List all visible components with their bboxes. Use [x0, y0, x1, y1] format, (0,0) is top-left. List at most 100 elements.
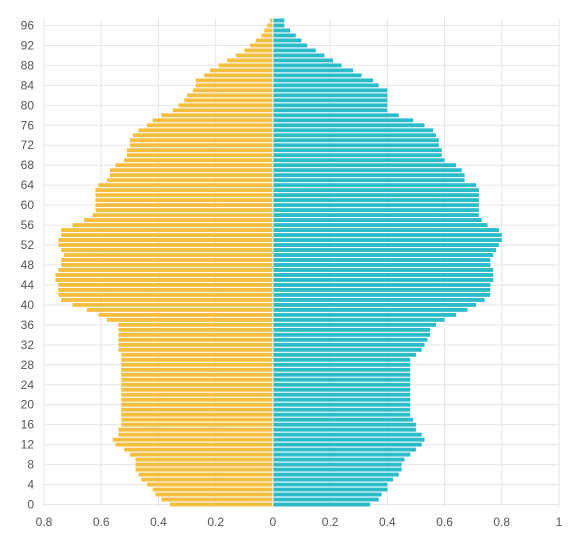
left-bar	[141, 477, 273, 482]
right-bar	[272, 158, 445, 163]
left-bar	[169, 502, 273, 507]
y-tick-label: 56	[21, 218, 35, 232]
left-bar	[178, 103, 273, 108]
left-bar	[195, 78, 273, 83]
right-bar	[272, 297, 485, 302]
left-bar	[267, 23, 273, 28]
left-bar	[61, 228, 273, 233]
right-bar	[272, 467, 402, 472]
left-bar	[270, 18, 273, 23]
right-bar	[272, 283, 491, 287]
right-bar	[272, 357, 411, 362]
right-bar	[272, 327, 431, 332]
left-bar	[138, 128, 273, 133]
right-bar	[272, 228, 499, 233]
left-bar	[118, 327, 273, 332]
left-bar	[95, 208, 273, 213]
right-bar	[272, 98, 388, 103]
right-bar	[272, 33, 296, 38]
left-bar	[121, 412, 273, 417]
y-tick-label: 92	[21, 38, 35, 52]
y-axis-tick-labels: 0481216202428323640444852566064687276808…	[21, 18, 35, 511]
x-tick-label: 0.6	[93, 515, 110, 529]
right-bar	[272, 427, 416, 432]
right-bar	[272, 492, 382, 497]
right-bar	[272, 412, 411, 417]
left-bar	[121, 377, 273, 382]
right-bar	[272, 248, 497, 252]
left-bar	[147, 482, 273, 487]
right-bar	[272, 38, 302, 43]
right-bar	[272, 93, 388, 98]
left-bar	[204, 73, 273, 78]
x-tick-label: 0.2	[322, 515, 339, 529]
left-bar	[121, 387, 273, 392]
left-bar	[61, 297, 273, 302]
left-bar	[109, 173, 273, 178]
right-bar	[272, 497, 379, 502]
right-bar	[272, 387, 411, 392]
left-bar	[121, 392, 273, 397]
right-bar	[272, 168, 462, 173]
right-bar	[272, 442, 422, 447]
right-bar	[272, 118, 414, 123]
x-tick-label: 0.4	[150, 515, 167, 529]
y-tick-label: 80	[21, 98, 35, 112]
y-tick-label: 72	[21, 138, 35, 152]
left-bar	[155, 492, 273, 497]
right-bar	[272, 422, 416, 427]
left-bar	[126, 148, 273, 153]
left-bar	[124, 158, 273, 163]
left-bar	[55, 273, 273, 277]
right-bar	[272, 138, 439, 143]
y-tick-label: 20	[21, 398, 35, 412]
left-bar	[195, 83, 273, 88]
y-tick-label: 64	[21, 178, 35, 192]
left-bar	[135, 457, 273, 462]
left-bar	[115, 442, 273, 447]
right-bar	[272, 218, 482, 223]
left-bar	[118, 332, 273, 337]
left-bar	[132, 133, 273, 138]
x-axis-tick-labels: 0.8 0.6 0.4 0.2 0 0.2 0.4 0.6 0.8 1	[36, 515, 563, 529]
right-bar	[272, 153, 442, 158]
y-tick-label: 76	[21, 118, 35, 132]
left-bar	[152, 487, 273, 492]
right-bar	[272, 382, 411, 387]
right-bar	[272, 437, 425, 442]
right-bar	[272, 48, 316, 53]
left-bar	[172, 108, 273, 113]
left-bar	[61, 258, 273, 262]
left-bar	[95, 188, 273, 193]
right-bar	[272, 452, 411, 457]
right-bar	[272, 63, 342, 68]
y-tick-label: 60	[21, 198, 35, 212]
right-bar	[272, 307, 468, 312]
right-bar	[272, 407, 411, 412]
right-bar	[272, 58, 333, 63]
right-bar	[272, 128, 434, 133]
right-bar	[272, 183, 477, 188]
left-bar	[86, 307, 273, 312]
right-bar	[272, 352, 416, 357]
left-bar	[118, 322, 273, 327]
right-bar	[272, 163, 456, 168]
right-bar	[272, 482, 388, 487]
left-bar	[72, 302, 273, 307]
left-bar	[124, 447, 273, 452]
left-bar	[55, 278, 273, 282]
left-bar	[227, 58, 273, 63]
left-bar	[135, 467, 273, 472]
right-bar	[272, 377, 411, 382]
left-bar	[209, 68, 273, 73]
y-tick-label: 52	[21, 238, 35, 252]
left-bar	[218, 63, 273, 68]
left-bar	[161, 113, 273, 118]
y-tick-label: 48	[21, 258, 35, 272]
left-bar	[187, 93, 273, 98]
right-bar	[272, 203, 479, 208]
right-bar	[272, 123, 425, 128]
right-bar	[272, 18, 285, 23]
left-bar	[109, 168, 273, 173]
left-bar	[121, 397, 273, 402]
